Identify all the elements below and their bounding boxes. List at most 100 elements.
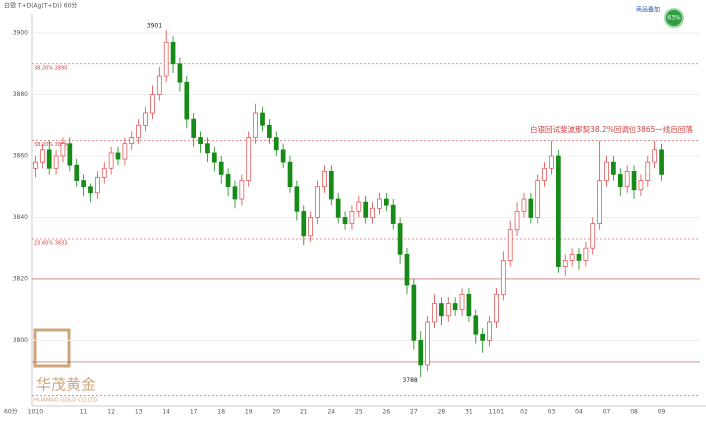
candle-body: [211, 152, 217, 163]
period-label: 60分: [4, 408, 18, 416]
x-tick-label: 12: [107, 409, 115, 416]
y-tick-label: 3800: [13, 337, 28, 344]
watermark-sub: HUAMAO GOLD CO.LTD: [34, 398, 98, 404]
x-tick-label: 21: [300, 409, 308, 416]
overlay-button[interactable]: 商品叠加: [636, 6, 660, 14]
level-label: 38.20% 3865: [34, 142, 67, 148]
peak-label: 3901: [147, 22, 162, 29]
badge[interactable]: [664, 8, 684, 28]
candle-body: [205, 143, 210, 154]
candle-body: [170, 41, 176, 65]
candle-body: [39, 149, 45, 163]
candle-body: [60, 143, 66, 157]
candle-body: [88, 186, 93, 194]
x-tick-label: 19: [245, 409, 253, 416]
candle-body: [328, 171, 334, 200]
x-tick-label: 20: [272, 409, 280, 416]
x-tick-label: 31: [465, 409, 473, 416]
candle-body: [191, 118, 197, 138]
candle-body: [335, 198, 341, 218]
x-tick-label: 08: [630, 409, 638, 416]
candle-body: [583, 247, 589, 261]
candle-body: [377, 198, 382, 209]
x-tick-label: 07: [603, 409, 611, 416]
candle-body: [315, 186, 320, 218]
candle-body: [404, 253, 410, 286]
candle-body: [253, 112, 258, 138]
candle-body: [356, 201, 362, 212]
candle-body: [528, 198, 534, 218]
candle-body: [604, 161, 609, 181]
candle-body: [370, 207, 375, 218]
candle-body: [143, 112, 148, 126]
candle-body: [280, 149, 286, 163]
logo: [33, 328, 71, 368]
candle-body: [108, 152, 114, 169]
candle-body: [645, 161, 651, 181]
candle-body: [562, 260, 568, 267]
candle-body: [33, 161, 38, 169]
candle-body: [225, 174, 231, 188]
candle-body: [163, 41, 169, 77]
candle-body: [260, 112, 265, 126]
x-tick-label: 04: [575, 409, 583, 416]
candle-body: [507, 229, 513, 261]
candle-body: [287, 161, 293, 188]
candle-body: [273, 137, 279, 151]
x-tick-label: 09: [658, 409, 666, 416]
candle-body: [487, 321, 492, 341]
candle-body: [122, 143, 128, 160]
candle-body: [514, 210, 520, 231]
candle-body: [459, 293, 465, 311]
candle-body: [556, 155, 561, 267]
candle-body: [81, 180, 86, 188]
candle-body: [67, 143, 73, 166]
x-tick-label: 13: [135, 409, 143, 416]
candle-body: [322, 171, 327, 188]
annotation: 白银回试斐波那契38.2%回调位3865一线后回落: [530, 124, 693, 134]
x-tick-label: 18: [217, 409, 225, 416]
candle-body: [611, 161, 616, 175]
badge-text: 63%: [667, 15, 681, 22]
candle-body: [521, 198, 527, 212]
candle-body: [569, 253, 575, 261]
candle-body: [452, 303, 458, 311]
candle-body: [652, 149, 658, 163]
candle-body: [624, 171, 630, 188]
candle-body: [494, 293, 499, 323]
candle-body: [301, 210, 307, 237]
x-tick-label: 28: [438, 409, 446, 416]
candle-body: [397, 223, 403, 255]
candle-body: [500, 260, 506, 295]
x-tick-label: 1101: [489, 409, 504, 416]
candle-body: [576, 253, 582, 261]
candle-body: [349, 210, 355, 224]
candle-body: [363, 201, 369, 218]
x-tick-label: 25: [355, 409, 363, 416]
candle-body: [267, 124, 272, 138]
candle-body: [218, 161, 224, 175]
candle-body: [53, 155, 59, 169]
candle-body: [597, 180, 602, 224]
y-tick-label: 3860: [13, 152, 28, 159]
x-tick-label: 27: [410, 409, 418, 416]
level-label: 23.60% 3833: [34, 240, 67, 246]
candle-body: [294, 186, 300, 212]
x-tick-label: 1010: [28, 409, 43, 416]
candle-body: [156, 75, 162, 95]
watermark-text: 华茂黄金: [36, 376, 96, 394]
candle-body: [535, 180, 541, 218]
candle-body: [150, 94, 155, 114]
x-tick-label: 02: [520, 409, 528, 416]
candle-body: [239, 180, 245, 200]
x-tick-label: 03: [548, 409, 556, 416]
candle-body: [115, 152, 121, 160]
candle-body: [549, 155, 554, 169]
candle-body: [432, 303, 437, 323]
candle-body: [411, 284, 417, 341]
candle-body: [74, 164, 80, 181]
y-tick-label: 3840: [13, 214, 28, 221]
level-label: 38.20% 3890: [34, 65, 67, 71]
